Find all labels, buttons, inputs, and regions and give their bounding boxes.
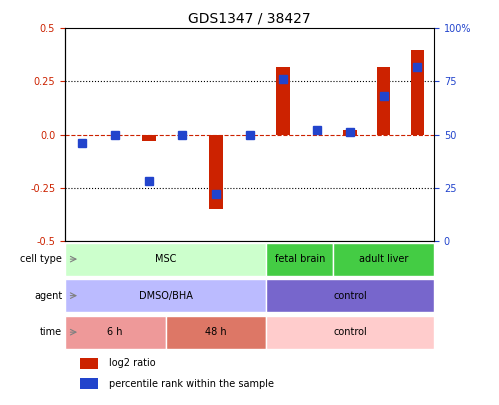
Text: cell type: cell type <box>20 254 62 264</box>
Text: adult liver: adult liver <box>359 254 409 264</box>
Text: log2 ratio: log2 ratio <box>109 358 156 369</box>
Text: control: control <box>333 327 367 337</box>
Text: percentile rank within the sample: percentile rank within the sample <box>109 379 274 389</box>
Bar <box>276 66 290 134</box>
Bar <box>80 378 98 390</box>
Bar <box>65 243 266 275</box>
Bar <box>80 358 98 369</box>
Bar <box>377 66 391 134</box>
Text: fetal brain: fetal brain <box>274 254 325 264</box>
Bar <box>65 279 266 312</box>
Bar <box>266 316 434 349</box>
Bar <box>411 49 424 134</box>
Text: DMSO/BHA: DMSO/BHA <box>139 291 193 301</box>
Title: GDS1347 / 38427: GDS1347 / 38427 <box>188 12 311 26</box>
Text: 6 h: 6 h <box>107 327 123 337</box>
Bar <box>343 130 357 134</box>
Bar <box>166 316 266 349</box>
Text: control: control <box>333 291 367 301</box>
Bar <box>142 134 156 141</box>
Text: time: time <box>40 327 62 337</box>
Bar <box>333 243 434 275</box>
Bar <box>209 134 223 209</box>
Text: 48 h: 48 h <box>205 327 227 337</box>
Bar <box>65 316 166 349</box>
Text: MSC: MSC <box>155 254 176 264</box>
Bar <box>266 243 333 275</box>
Text: agent: agent <box>34 291 62 301</box>
Bar <box>266 279 434 312</box>
